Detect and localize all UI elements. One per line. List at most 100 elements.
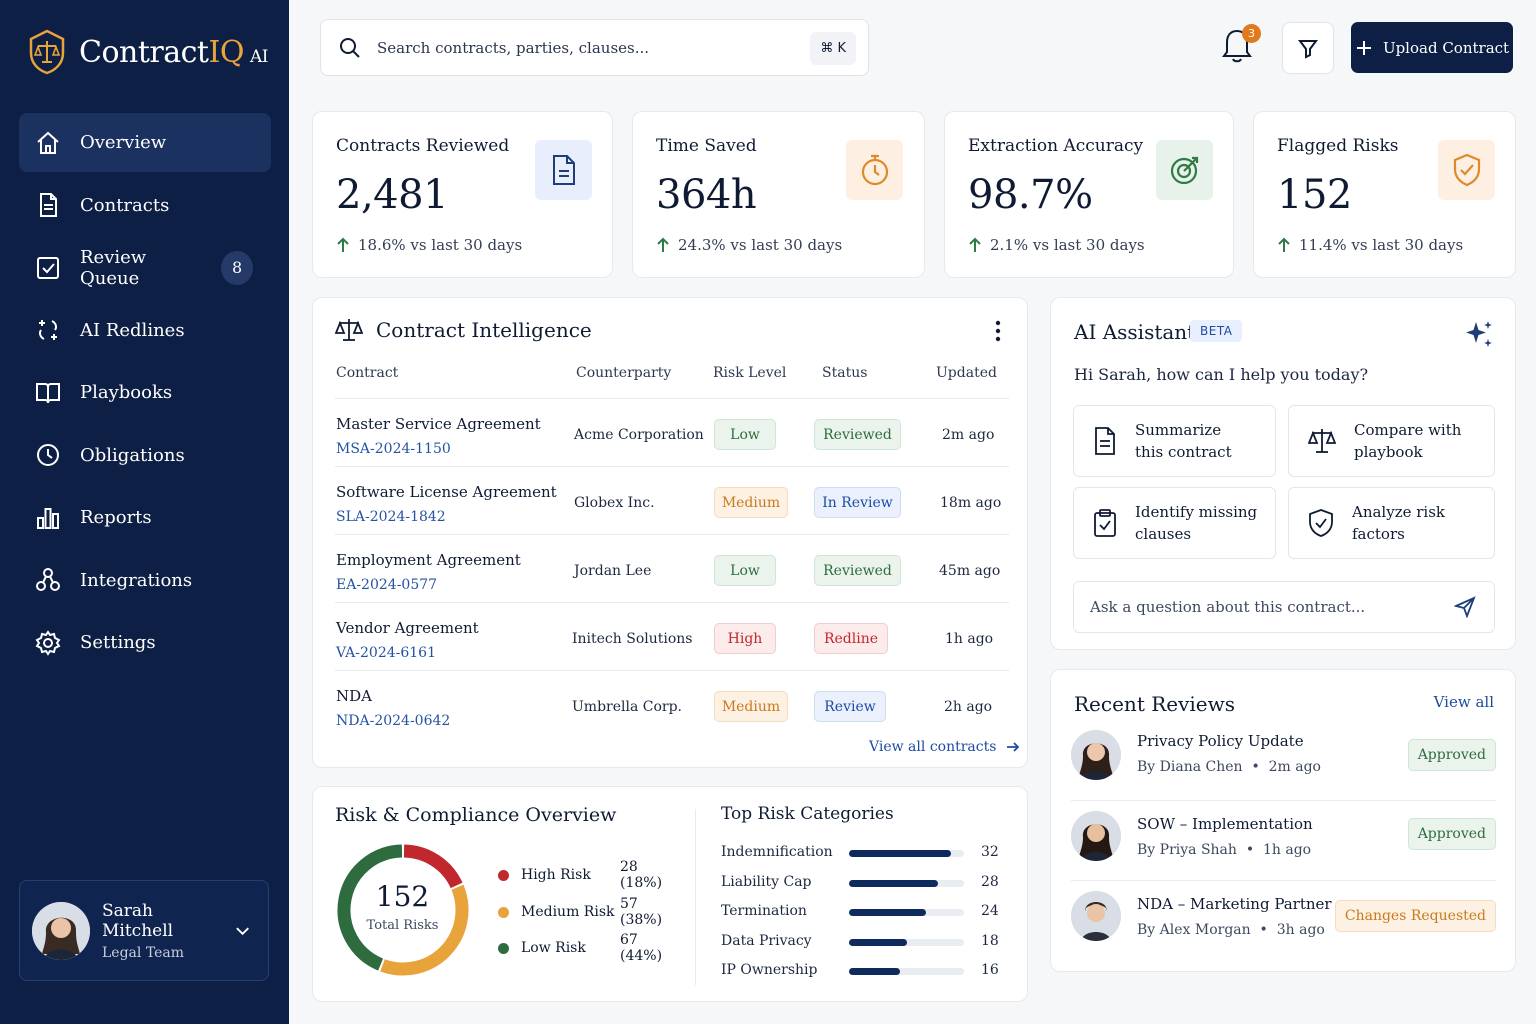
column-header-updated[interactable]: Updated [936,365,997,381]
filter-button[interactable] [1282,22,1334,74]
document-icon [1095,427,1115,455]
contract-name: Software License Agreement [336,483,557,501]
analyze-risk-factors-button[interactable]: Analyze risk factors [1288,487,1495,559]
table-row[interactable]: Software License Agreement SLA-2024-1842… [335,466,1009,534]
avatar [1071,730,1121,780]
sidebar-item-review-queue[interactable]: Review Queue 8 [19,238,271,297]
updated-time: 45m ago [939,563,1001,579]
sidebar-item-label: Contracts [80,194,170,216]
kpi-delta: 2.1% vs last 30 days [968,236,1145,254]
table-row[interactable]: Master Service Agreement MSA-2024-1150 A… [335,398,1009,466]
ai-assistant-panel: AI Assistant BETA Hi Sarah, how can I he… [1050,297,1516,650]
status-badge: Changes Requested [1334,900,1496,932]
top-risk-categories-title: Top Risk Categories [721,804,894,824]
contract-id-link[interactable]: VA-2024-6161 [336,645,436,661]
list-item[interactable]: Privacy Policy Update By Diana Chen • 2m… [1071,724,1496,800]
updated-time: 18m ago [940,495,1002,511]
status-badge: Approved [1407,739,1496,771]
sidebar-item-contracts[interactable]: Contracts [19,176,271,235]
column-header-counterparty[interactable]: Counterparty [576,365,672,381]
ask-question-box[interactable] [1073,581,1495,633]
risk-category-track [849,938,964,946]
more-vertical-icon[interactable] [995,320,1001,342]
sidebar-item-integrations[interactable]: Integrations [19,551,271,610]
sidebar-item-label: AI Redlines [80,319,185,341]
scale-icon [335,319,363,341]
target-icon [1156,140,1213,200]
table-row[interactable]: NDA NDA-2024-0642 Umbrella Corp. Medium … [335,670,1009,738]
table-row[interactable]: Employment Agreement EA-2024-0577 Jordan… [335,534,1009,602]
plus-icon [1356,40,1371,55]
risk-category-row: Indemnification 32 [721,844,1004,864]
upload-contract-label: Upload Contract [1382,38,1510,57]
contract-id-link[interactable]: MSA-2024-1150 [336,441,451,457]
list-item[interactable]: NDA – Marketing Partner By Alex Morgan •… [1071,880,1496,960]
risk-category-bar [849,879,939,887]
sidebar-item-playbooks[interactable]: Playbooks [19,363,271,422]
app-logo[interactable]: ContractIQ AI [27,28,268,76]
kpi-card-time-saved: Time Saved 364h 24.3% vs last 30 days [632,111,925,278]
ask-question-input[interactable] [1090,598,1440,616]
upload-contract-button[interactable]: Upload Contract [1351,22,1513,73]
updated-time: 1h ago [945,631,994,647]
sidebar-item-obligations[interactable]: Obligations [19,426,271,485]
clipboard-check-icon [1094,509,1116,537]
compare-playbook-button[interactable]: Compare with playbook [1288,405,1495,477]
sidebar-item-ai-redlines[interactable]: AI Redlines [19,301,271,360]
identify-missing-clauses-button[interactable]: Identify missing clauses [1073,487,1276,559]
chevron-down-icon[interactable] [235,926,250,936]
sidebar: ContractIQ AI Overview Contracts Review Q… [0,0,289,1024]
risk-category-track [849,909,964,916]
risk-category-value: 32 [981,844,999,860]
summarize-contract-button[interactable]: Summarize this contract [1073,405,1276,477]
table-row[interactable]: Vendor Agreement VA-2024-6161 Initech So… [335,602,1009,670]
home-icon [37,131,59,154]
sidebar-item-reports[interactable]: Reports [19,488,271,547]
notification-count-badge: 3 [1242,24,1261,43]
sidebar-item-overview[interactable]: Overview [19,113,271,172]
donut-slice-high-risk [403,844,463,889]
arrow-up-icon [657,237,669,252]
counterparty: Initech Solutions [572,631,693,647]
column-header-status[interactable]: Status [822,365,868,381]
notifications-button[interactable]: 3 [1220,24,1261,68]
view-all-contracts-link[interactable]: View all contracts [869,739,1020,755]
risk-badge: High [714,623,776,654]
status-badge: In Review [814,487,901,518]
review-title: SOW – Implementation [1137,815,1313,833]
send-icon[interactable] [1454,596,1476,618]
sidebar-item-label: Reports [80,507,152,528]
risk-donut-chart [337,844,469,976]
recent-reviews-title: Recent Reviews [1074,692,1236,716]
contract-name: Master Service Agreement [336,415,541,433]
kpi-delta: 18.6% vs last 30 days [336,236,522,254]
contract-id-link[interactable]: SLA-2024-1842 [336,509,446,525]
contract-id-link[interactable]: NDA-2024-0642 [336,713,451,729]
kpi-card-extraction-accuracy: Extraction Accuracy 98.7% 2.1% vs last 3… [944,111,1234,278]
contract-id-link[interactable]: EA-2024-0577 [336,577,438,593]
status-badge: Reviewed [814,555,901,586]
risk-category-label: IP Ownership [721,962,818,978]
shield-check-icon [1438,140,1495,200]
filter-icon [1298,40,1318,59]
review-queue-count-badge: 8 [221,250,253,285]
list-item[interactable]: SOW – Implementation By Priya Shah • 1h … [1071,800,1496,880]
risk-category-label: Liability Cap [721,873,812,890]
document-icon [535,140,592,200]
kpi-value: 152 [1277,172,1352,218]
sidebar-item-label: Overview [80,132,167,153]
book-icon [36,382,60,403]
risk-category-row: Termination 24 [721,903,1004,923]
sidebar-item-settings[interactable]: Settings [19,613,271,672]
nodes-icon [36,568,60,591]
risk-category-track [849,968,964,975]
risk-category-value: 28 [981,873,999,890]
kpi-title: Flagged Risks [1277,136,1399,156]
user-profile-card[interactable]: Sarah Mitchell Legal Team [19,880,269,981]
view-all-reviews-link[interactable]: View all [1433,693,1494,711]
column-header-risk-level[interactable]: Risk Level [713,365,787,381]
search-bar[interactable]: ⌘ K [320,19,869,76]
column-header-contract[interactable]: Contract [336,365,399,381]
review-meta: By Diana Chen • 2m ago [1137,759,1321,775]
search-input[interactable] [377,38,777,57]
